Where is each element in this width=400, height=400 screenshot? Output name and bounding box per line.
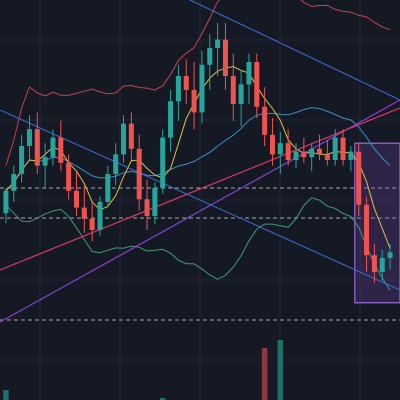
candle-body	[136, 148, 142, 200]
trend-line-down	[0, 109, 400, 291]
candle-body	[309, 148, 315, 158]
volume-bar	[3, 390, 9, 400]
volume-bar	[277, 340, 284, 400]
candle-body	[269, 134, 275, 155]
candle-body	[371, 255, 377, 272]
fast-ma-line	[5, 65, 391, 249]
highlight-region	[354, 142, 400, 304]
bollinger-upper-line	[5, 0, 391, 166]
candle-body	[246, 62, 252, 85]
long-ma-purple	[0, 99, 400, 323]
candlesticks	[3, 22, 393, 284]
trend-line-upper	[189, 0, 400, 101]
candle-body	[144, 199, 150, 216]
candle-body	[183, 76, 189, 90]
candle-body	[152, 188, 158, 216]
candle-body	[26, 129, 32, 146]
candle-body	[160, 137, 166, 188]
candle-body	[215, 39, 221, 48]
candle-body	[348, 151, 354, 160]
candle-body	[364, 204, 370, 256]
candle-body	[42, 157, 48, 166]
candle-body	[332, 137, 338, 160]
candle-body	[113, 154, 119, 174]
candle-body	[340, 137, 346, 160]
indicator-lines	[0, 0, 400, 323]
candle-body	[97, 202, 103, 230]
candle-body	[50, 137, 56, 158]
candle-body	[168, 101, 174, 138]
candle-body	[277, 143, 283, 155]
candle-body	[293, 151, 299, 160]
volume-bar	[261, 348, 268, 400]
candle-body	[34, 129, 40, 166]
candle-body	[222, 39, 228, 76]
volume-bar	[159, 398, 166, 400]
candle-body	[238, 84, 244, 104]
candle-body	[324, 154, 330, 160]
candle-body	[19, 146, 25, 174]
candle-body	[89, 218, 95, 230]
candle-body	[254, 62, 260, 107]
volume-bars	[3, 340, 284, 400]
candle-body	[175, 76, 181, 102]
candle-body	[199, 64, 205, 113]
candle-body	[207, 48, 213, 65]
candle-body	[230, 76, 236, 104]
candle-body	[105, 174, 111, 202]
candle-body	[121, 123, 127, 155]
candle-body	[262, 106, 268, 135]
highlight-box	[354, 142, 400, 304]
candle-body	[191, 90, 197, 113]
candle-body	[285, 143, 291, 160]
candle-body	[387, 252, 393, 258]
candle-body	[379, 258, 385, 272]
candle-body	[58, 137, 64, 163]
candle-body	[3, 190, 9, 214]
candle-body	[66, 162, 72, 191]
bollinger-mid-line	[5, 107, 391, 192]
candle-body	[128, 123, 134, 149]
candle-body	[317, 148, 323, 155]
candle-body	[11, 174, 17, 191]
long-ma-pink	[0, 107, 400, 271]
candle-body	[73, 190, 79, 208]
bollinger-lower-line	[5, 197, 391, 291]
candle-body	[356, 151, 362, 205]
candle-body	[81, 207, 87, 219]
candle-body	[301, 151, 307, 158]
